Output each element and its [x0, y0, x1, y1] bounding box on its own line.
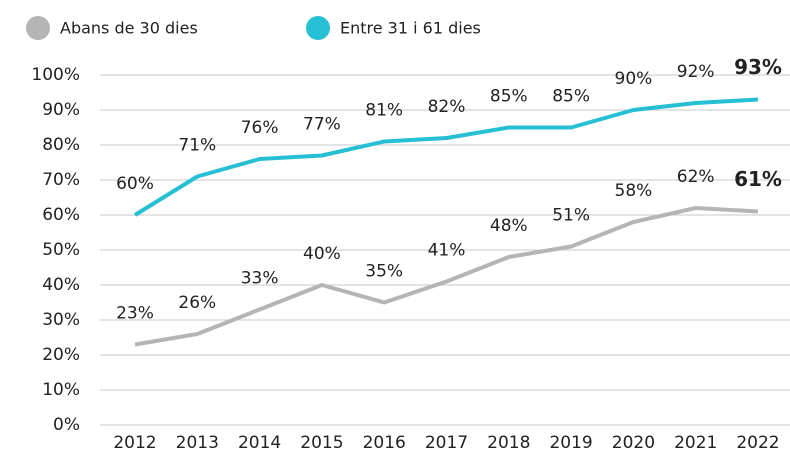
data-label: 61% — [734, 167, 782, 191]
x-tick-label: 2013 — [176, 433, 219, 453]
data-label: 41% — [428, 241, 466, 261]
data-label: 60% — [116, 174, 154, 194]
x-tick-label: 2016 — [363, 433, 406, 453]
y-tick-label: 100% — [31, 65, 80, 85]
x-tick-label: 2022 — [736, 433, 779, 453]
x-tick-label: 2020 — [612, 433, 655, 453]
data-label: 40% — [303, 244, 341, 264]
data-label: 58% — [615, 181, 653, 201]
legend-label: Abans de 30 dies — [60, 19, 198, 38]
legend-swatch — [306, 16, 330, 40]
series-line — [133, 97, 759, 217]
y-tick-label: 90% — [42, 100, 80, 120]
y-tick-label: 20% — [42, 345, 80, 365]
y-tick-label: 10% — [42, 380, 80, 400]
data-label: 48% — [490, 216, 528, 236]
y-tick-label: 70% — [42, 170, 80, 190]
y-tick-label: 60% — [42, 205, 80, 225]
y-tick-label: 80% — [42, 135, 80, 155]
x-tick-label: 2017 — [425, 433, 468, 453]
data-label: 85% — [490, 87, 528, 107]
data-label: 26% — [178, 293, 216, 313]
data-label: 71% — [178, 136, 216, 156]
legend-swatch — [26, 16, 50, 40]
data-label: 85% — [552, 87, 590, 107]
data-label: 90% — [615, 69, 653, 89]
x-tick-label: 2014 — [238, 433, 281, 453]
data-label: 62% — [677, 167, 715, 187]
data-label: 76% — [241, 118, 279, 138]
series-line — [134, 206, 759, 347]
y-tick-label: 40% — [42, 275, 80, 295]
y-tick-label: 50% — [42, 240, 80, 260]
x-tick-label: 2021 — [674, 433, 717, 453]
x-tick-label: 2019 — [549, 433, 592, 453]
data-label: 35% — [365, 262, 403, 282]
y-tick-label: 0% — [53, 415, 80, 435]
data-label: 23% — [116, 304, 154, 324]
y-tick-label: 30% — [42, 310, 80, 330]
x-tick-label: 2015 — [300, 433, 343, 453]
data-label: 33% — [241, 269, 279, 289]
x-tick-label: 2012 — [113, 433, 156, 453]
data-label: 77% — [303, 115, 341, 135]
x-tick-label: 2018 — [487, 433, 530, 453]
data-label: 92% — [677, 62, 715, 82]
data-label: 81% — [365, 101, 403, 121]
data-label: 82% — [428, 97, 466, 117]
legend-label: Entre 31 i 61 dies — [340, 19, 481, 38]
data-label: 51% — [552, 206, 590, 226]
data-label: 93% — [734, 55, 782, 79]
